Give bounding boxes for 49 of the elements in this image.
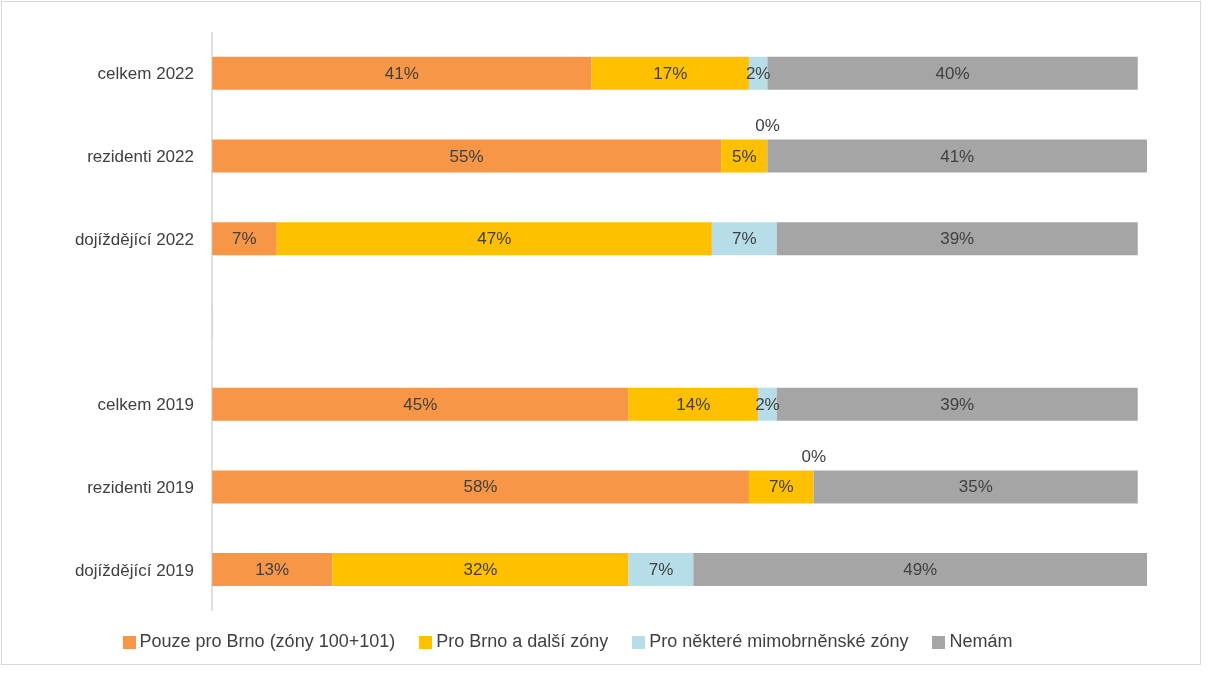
bar: [813, 470, 1138, 504]
y-tick-label: celkem 2019: [97, 395, 194, 415]
data-label: 58%: [463, 477, 498, 497]
data-label: 45%: [403, 394, 438, 414]
legend-label: Nemám: [949, 631, 1013, 651]
y-tick-label: dojíždějící 2022: [74, 229, 194, 249]
bar: [693, 553, 1147, 587]
bar: [212, 222, 277, 256]
y-tick-label: rezidenti 2022: [87, 147, 194, 167]
bar: [628, 553, 694, 587]
data-label: 41%: [384, 63, 419, 83]
data-label: 14%: [676, 394, 711, 414]
data-label: 41%: [940, 146, 975, 166]
bar: [748, 470, 814, 504]
data-label: 0%: [755, 116, 780, 136]
data-label: 17%: [653, 63, 688, 83]
data-label: 7%: [732, 229, 757, 249]
bar: [767, 139, 1147, 173]
data-label: 55%: [449, 146, 484, 166]
data-label: 7%: [769, 477, 794, 497]
bar: [721, 139, 768, 173]
bar: [212, 387, 629, 421]
bar: [711, 222, 777, 256]
y-tick-label: celkem 2022: [97, 64, 194, 84]
data-label: 13%: [255, 560, 290, 580]
bar: [276, 222, 712, 256]
y-tick-label: dojíždějící 2019: [74, 560, 194, 580]
data-label: 5%: [732, 146, 757, 166]
data-label: 40%: [935, 63, 970, 83]
bar: [212, 56, 592, 90]
data-label: 32%: [463, 560, 498, 580]
legend-label: Pro některé mimobrněnské zóny: [649, 631, 909, 651]
data-label: 7%: [232, 229, 257, 249]
bar: [212, 553, 333, 587]
data-label: 35%: [958, 477, 993, 497]
data-label: 7%: [648, 560, 674, 580]
data-label: 39%: [940, 229, 975, 249]
y-tick-label: rezidenti 2019: [87, 477, 194, 497]
bar: [591, 56, 749, 90]
bar: [332, 553, 629, 587]
data-label: 39%: [940, 394, 975, 414]
data-label: 49%: [903, 560, 938, 580]
legend-label: Pouze pro Brno (zóny 100+101): [139, 631, 396, 651]
bar: [776, 222, 1138, 256]
data-label: 0%: [801, 446, 827, 466]
bar: [212, 139, 722, 173]
legend-label: Pro Brno a další zóny: [436, 631, 609, 651]
bar: [212, 470, 749, 504]
data-label: 47%: [477, 229, 512, 249]
